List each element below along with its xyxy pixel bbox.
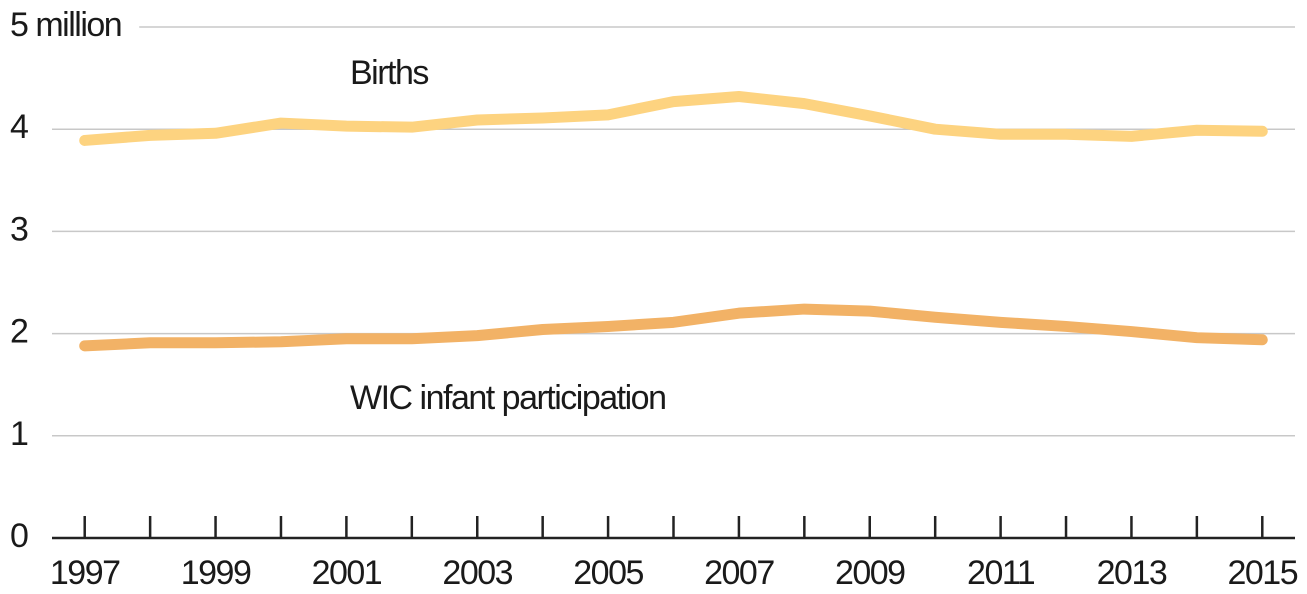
x-tick-label: 1999 <box>181 554 251 592</box>
x-tick-label: 2013 <box>1097 554 1167 592</box>
x-tick-label: 2011 <box>967 554 1035 592</box>
x-tick-label: 2015 <box>1227 554 1297 592</box>
y-tick-label: 0 <box>10 517 28 555</box>
y-tick-label: 1 <box>10 415 28 453</box>
line-series <box>79 90 1268 146</box>
y-tick-label: 5 million <box>10 6 121 44</box>
x-tick-label: 2001 <box>312 554 382 592</box>
x-tick-label: 1997 <box>50 554 120 592</box>
x-tick-label: 2005 <box>573 554 643 592</box>
x-tick-label: 2003 <box>442 554 512 592</box>
y-tick-label: 3 <box>10 210 28 248</box>
x-tick-label: 2009 <box>835 554 905 592</box>
series-label: WIC infant participation <box>350 379 666 417</box>
line-series <box>79 303 1268 352</box>
series-label: Births <box>350 54 428 92</box>
y-tick-label: 2 <box>10 313 28 351</box>
x-tick-label: 2007 <box>704 554 774 592</box>
y-tick-label: 4 <box>10 108 28 146</box>
